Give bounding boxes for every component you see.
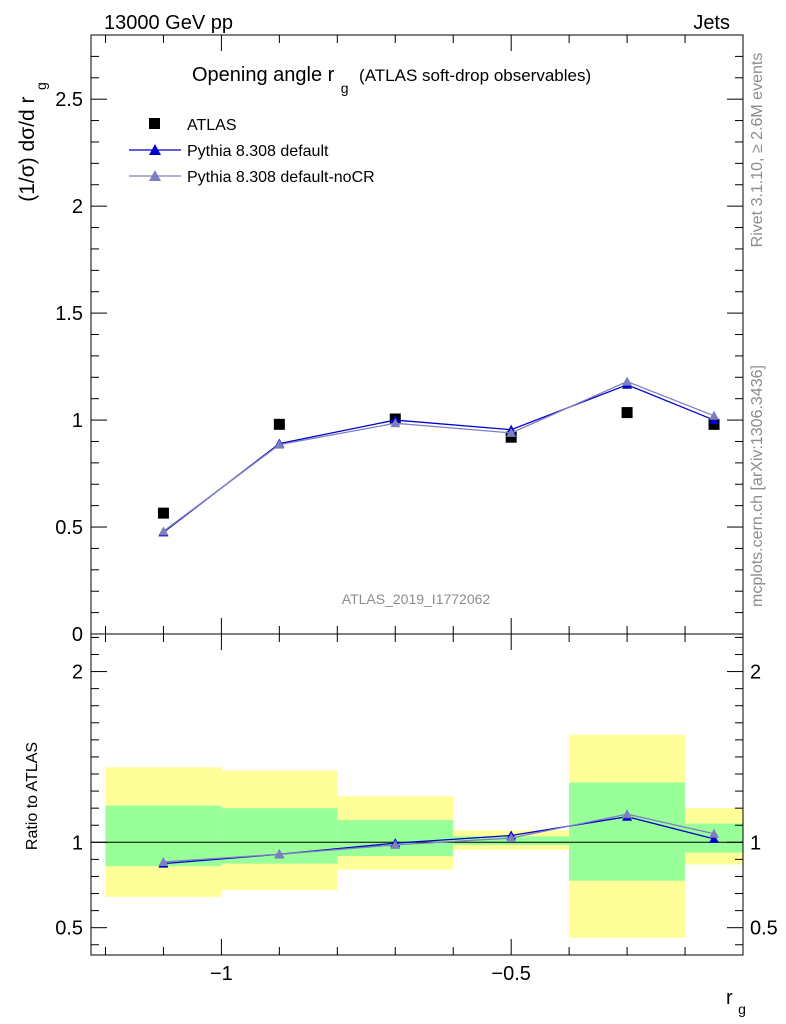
main-series bbox=[157, 376, 720, 537]
ratio-y-tick-label: 0.5 bbox=[55, 918, 83, 940]
legend-label-atlas: ATLAS bbox=[187, 117, 237, 134]
ratio-bands bbox=[105, 734, 743, 938]
atlas-data-point bbox=[708, 418, 720, 430]
header-right: Jets bbox=[693, 12, 730, 34]
ratio-series-line bbox=[163, 813, 715, 863]
legend-marker-atlas bbox=[149, 118, 160, 129]
y-tick-label: 2 bbox=[72, 196, 83, 218]
atlas-data-point bbox=[273, 418, 285, 430]
ratio-y-tick-label-right: 2 bbox=[750, 662, 761, 684]
rivet-label: Rivet 3.1.10, ≥ 2.6M events bbox=[749, 53, 766, 248]
atlas-data-point bbox=[505, 431, 517, 443]
x-tick-label: −0.5 bbox=[491, 963, 530, 985]
y-tick-label: 1.5 bbox=[55, 303, 83, 325]
ratio-y-tick-label: 2 bbox=[72, 662, 83, 684]
x-tick-label: −1 bbox=[210, 963, 233, 985]
ratio-band-green bbox=[569, 782, 686, 881]
ratio-point bbox=[709, 833, 720, 843]
ratio-point bbox=[390, 839, 401, 849]
main-ylabel-sub: g bbox=[33, 82, 49, 90]
ratio-point bbox=[709, 828, 720, 838]
mc-point bbox=[390, 418, 401, 428]
ratio-band-green bbox=[105, 805, 222, 867]
y-tick-label: 2.5 bbox=[55, 89, 83, 111]
analysis-label: ATLAS_2019_I1772062 bbox=[342, 591, 491, 607]
ratio-point bbox=[274, 849, 285, 859]
x-axis-label-sub: g bbox=[738, 1001, 746, 1017]
ratio-y-tick-label-right: 0.5 bbox=[750, 918, 778, 940]
atlas-data-point bbox=[621, 407, 633, 419]
axes: −1 −0.5 0 0.5 1 1.5 2 2.5 0.5 0.5 1 1 2 2 bbox=[55, 34, 778, 985]
mc-point bbox=[506, 427, 517, 437]
legend-label-default: Pythia 8.308 default bbox=[187, 143, 329, 160]
ratio-y-tick-label-right: 1 bbox=[750, 832, 761, 854]
mc-point bbox=[709, 410, 720, 420]
ratio-y-tick-label: 1 bbox=[72, 832, 83, 854]
ratio-band-green bbox=[337, 820, 454, 856]
legend-label-nocr: Pythia 8.308 default-noCR bbox=[187, 169, 375, 186]
main-ylabel: (1/σ) dσ/d r g bbox=[16, 82, 49, 202]
ratio-ylabel: Ratio to ATLAS bbox=[24, 742, 41, 850]
x-axis-label: r g bbox=[726, 987, 746, 1017]
legend-marker-default bbox=[149, 144, 161, 155]
ratio-point bbox=[506, 833, 517, 843]
legend-marker-nocr bbox=[149, 170, 161, 181]
x-axis-label-text: r bbox=[726, 987, 733, 1009]
y-tick-label: 0.5 bbox=[55, 517, 83, 539]
ratio-series bbox=[158, 809, 720, 868]
atlas-data-point bbox=[157, 507, 169, 519]
main-title-rest: (ATLAS soft-drop observables) bbox=[359, 66, 591, 85]
legend: ATLAS Pythia 8.308 default Pythia 8.308 … bbox=[129, 117, 375, 186]
y-tick-label: 0 bbox=[72, 624, 83, 646]
y-tick-label: 1 bbox=[72, 410, 83, 432]
mc-point bbox=[158, 526, 169, 536]
mc-series-line bbox=[163, 380, 715, 532]
mcplots-label: mcplots.cern.ch [arXiv:1306.3436] bbox=[749, 365, 766, 607]
main-title-sub: g bbox=[341, 80, 349, 96]
ratio-point bbox=[622, 809, 633, 819]
main-title-text: Opening angle r bbox=[192, 64, 335, 86]
ratio-point bbox=[158, 856, 169, 866]
header-left: 13000 GeV pp bbox=[104, 12, 233, 34]
mc-point bbox=[622, 376, 633, 386]
mc-series-line bbox=[163, 384, 715, 533]
main-ylabel-text: (1/σ) dσ/d r bbox=[16, 96, 39, 201]
main-title: Opening angle r g (ATLAS soft-drop obser… bbox=[192, 64, 591, 97]
mc-point bbox=[274, 439, 285, 449]
ratio-frame bbox=[90, 633, 744, 956]
